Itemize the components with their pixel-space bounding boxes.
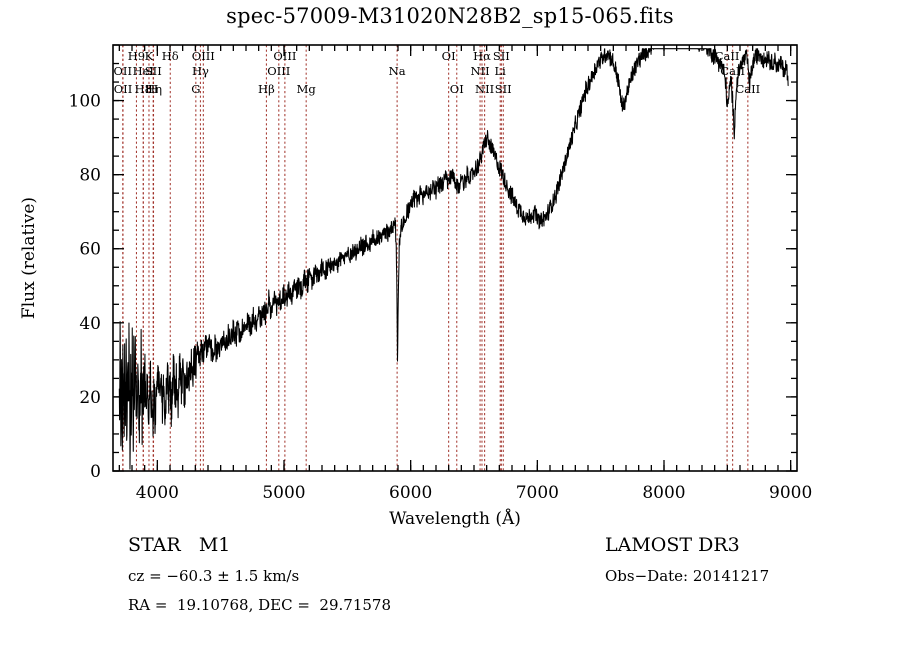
line-label-oii: OII <box>113 64 132 78</box>
x-tick-label: 4000 <box>136 483 179 503</box>
line-label-h: H <box>148 82 158 96</box>
line-label-oiii: OIII <box>267 64 290 78</box>
coordinates: RA = 19.10768, DEC = 29.71578 <box>128 596 392 614</box>
line-label-caii: CaII <box>735 82 760 96</box>
line-label-nii: NII <box>475 82 494 96</box>
redshift-velocity: cz = −60.3 ± 1.5 km/s <box>128 567 300 585</box>
object-type: STAR <box>128 534 181 556</box>
line-label-mg: Mg <box>297 82 317 96</box>
line-label-sii: SII <box>145 64 162 78</box>
y-tick-label: 80 <box>79 166 101 186</box>
line-label-li: Li <box>495 64 507 78</box>
axes-group <box>112 44 798 472</box>
y-tick-label: 20 <box>79 388 101 408</box>
y-tick-label: 40 <box>79 314 101 334</box>
line-label-oii: OII <box>114 82 133 96</box>
line-label-hei: HeI <box>133 64 154 78</box>
y-tick-label: 60 <box>79 240 101 260</box>
x-tick-label: 5000 <box>262 483 305 503</box>
line-label-nii: NII <box>471 64 490 78</box>
survey-name: LAMOST DR3 <box>605 534 740 556</box>
x-tick-label: 6000 <box>389 483 432 503</box>
y-tick-label: 0 <box>90 462 101 482</box>
spectrum-curve-group <box>118 48 789 470</box>
footer-left-column: STAR M1 cz = −60.3 ± 1.5 km/s RA = 19.10… <box>128 528 391 614</box>
plot-frame <box>112 44 798 472</box>
line-label-oi: OI <box>450 82 464 96</box>
x-tick-label: 9000 <box>769 483 812 503</box>
observation-date: Obs−Date: 20141217 <box>605 567 770 585</box>
line-marker-group <box>122 45 749 471</box>
line-label-h: Hβ <box>258 82 275 96</box>
line-label-oiii: OIII <box>273 49 296 63</box>
object-subclass: M1 <box>198 534 231 556</box>
axis-labels-group: 4000 5000 6000 7000 8000 9000 0 20 40 60 80 100 Wave… <box>19 92 812 529</box>
line-label-sii: SII <box>495 82 512 96</box>
line-label-h9: H9 <box>128 49 145 63</box>
plot-area: 4000 5000 6000 7000 8000 9000 0 20 40 60 80 100 Wave… <box>19 44 812 529</box>
x-axis-label: Wavelength (Å) <box>389 508 521 529</box>
line-label-g: G <box>191 82 200 96</box>
line-label-oi: OI <box>442 49 456 63</box>
line-label-group: OIIOIIH9HeIH8KSIIHηHHδHγGOIIIHβOIIIOIIIM… <box>113 49 760 96</box>
line-label-caii: CaII <box>720 64 745 78</box>
y-tick-label: 100 <box>69 92 101 112</box>
line-label-h: Hα <box>473 49 491 63</box>
y-axis-label: Flux (relative) <box>19 197 39 319</box>
line-label-h: Hδ <box>162 49 179 63</box>
line-label-h8: H8 <box>135 82 152 96</box>
spectrum-trace <box>118 48 789 470</box>
line-label-h: Hγ <box>192 64 209 78</box>
line-label-k: K <box>145 49 154 63</box>
spacer-1 <box>181 534 199 556</box>
line-label-oiii: OIII <box>192 49 215 63</box>
page-title: spec-57009-M31020N28B2_sp15-065.fits <box>226 4 674 28</box>
line-label-sii: SII <box>493 49 510 63</box>
line-label-na: Na <box>389 64 406 78</box>
spectrum-plot: 4000 5000 6000 7000 8000 9000 0 20 40 60 80 100 Wave… <box>19 44 812 529</box>
footer-info: STAR M1 cz = −60.3 ± 1.5 km/s RA = 19.10… <box>0 528 900 649</box>
x-tick-label: 7000 <box>516 483 559 503</box>
footer-right-column: LAMOST DR3 Obs−Date: 20141217 <box>605 528 769 585</box>
line-label-h: Hη <box>145 82 162 96</box>
object-class-line: STAR M1 <box>128 534 391 556</box>
x-tick-label: 8000 <box>642 483 685 503</box>
line-label-caii: CaII <box>715 49 740 63</box>
